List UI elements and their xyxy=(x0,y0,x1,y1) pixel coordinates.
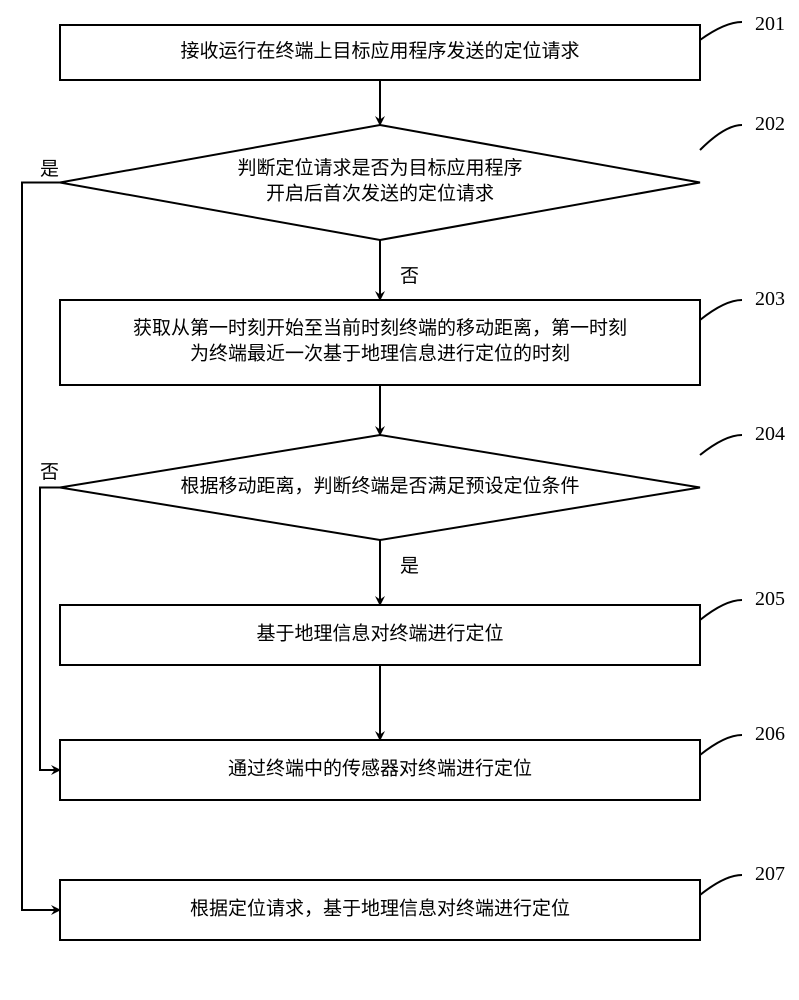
node-n203: 获取从第一时刻开始至当前时刻终端的移动距离，第一时刻为终端最近一次基于地理信息进… xyxy=(60,300,700,385)
node-text: 判断定位请求是否为目标应用程序 xyxy=(237,157,522,179)
step-label-s207: 207 xyxy=(755,863,785,885)
decision-shape xyxy=(60,125,700,240)
callout-c201 xyxy=(700,22,742,40)
node-n202: 判断定位请求是否为目标应用程序开启后首次发送的定位请求 xyxy=(60,125,700,240)
flow-edge xyxy=(40,488,60,771)
callout-c205 xyxy=(700,600,742,620)
edge-label-yes204: 是 xyxy=(400,556,419,577)
step-label-s206: 206 xyxy=(755,723,785,745)
node-text: 根据移动距离，判断终端是否满足预设定位条件 xyxy=(180,475,579,497)
step-label-s203: 203 xyxy=(755,288,785,310)
callout-c204 xyxy=(700,435,742,455)
node-text: 基于地理信息对终端进行定位 xyxy=(256,622,503,644)
node-n206: 通过终端中的传感器对终端进行定位 xyxy=(60,740,700,800)
step-label-s201: 201 xyxy=(755,13,785,35)
node-text: 通过终端中的传感器对终端进行定位 xyxy=(228,757,532,779)
callout-c202 xyxy=(700,125,742,150)
step-label-s204: 204 xyxy=(755,423,785,445)
node-text: 开启后首次发送的定位请求 xyxy=(266,183,494,205)
node-text: 获取从第一时刻开始至当前时刻终端的移动距离，第一时刻 xyxy=(133,317,627,339)
node-text: 接收运行在终端上目标应用程序发送的定位请求 xyxy=(180,40,579,62)
callout-c206 xyxy=(700,735,742,755)
node-n201: 接收运行在终端上目标应用程序发送的定位请求 xyxy=(60,25,700,80)
edge-label-no204: 否 xyxy=(40,462,59,483)
edge-label-no202: 否 xyxy=(400,266,419,287)
step-label-s205: 205 xyxy=(755,588,785,610)
node-n205: 基于地理信息对终端进行定位 xyxy=(60,605,700,665)
node-text: 根据定位请求，基于地理信息对终端进行定位 xyxy=(190,897,570,919)
node-n204: 根据移动距离，判断终端是否满足预设定位条件 xyxy=(60,435,700,540)
node-n207: 根据定位请求，基于地理信息对终端进行定位 xyxy=(60,880,700,940)
step-label-s202: 202 xyxy=(755,113,785,135)
callout-c207 xyxy=(700,875,742,895)
callout-c203 xyxy=(700,300,742,320)
edge-label-yes202: 是 xyxy=(40,159,59,180)
process-shape xyxy=(60,300,700,385)
node-text: 为终端最近一次基于地理信息进行定位的时刻 xyxy=(190,343,570,365)
